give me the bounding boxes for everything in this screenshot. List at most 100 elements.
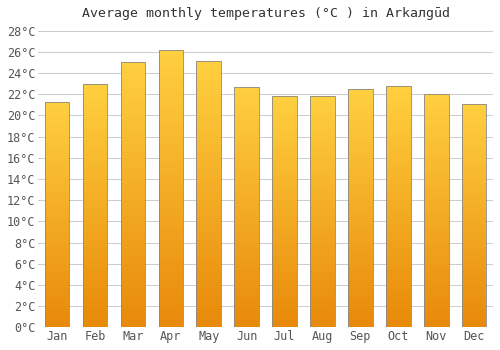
Bar <box>310 166 335 168</box>
Bar <box>310 101 335 103</box>
Bar <box>272 154 297 156</box>
Bar <box>234 318 259 320</box>
Bar <box>310 119 335 122</box>
Bar <box>310 184 335 186</box>
Bar <box>386 322 410 325</box>
Bar <box>272 290 297 293</box>
Bar <box>386 204 410 206</box>
Bar <box>272 267 297 270</box>
Bar <box>120 301 146 303</box>
Bar <box>462 131 486 133</box>
Bar <box>158 186 183 188</box>
Bar <box>462 296 486 298</box>
Bar <box>120 282 146 285</box>
Bar <box>196 194 221 197</box>
Bar <box>348 296 372 299</box>
Bar <box>386 293 410 296</box>
Bar <box>45 156 70 158</box>
Bar <box>120 237 146 240</box>
Bar <box>234 120 259 123</box>
Bar <box>348 125 372 127</box>
Bar <box>45 201 70 203</box>
Bar <box>348 151 372 153</box>
Bar <box>310 138 335 140</box>
Bar <box>462 148 486 150</box>
Bar <box>120 128 146 131</box>
Bar <box>45 108 70 111</box>
Bar <box>83 96 108 98</box>
Bar <box>83 257 108 259</box>
Bar <box>424 243 448 246</box>
Bar <box>424 185 448 187</box>
Bar <box>120 322 146 325</box>
Bar <box>234 253 259 255</box>
Bar <box>158 202 183 205</box>
Bar <box>310 228 335 230</box>
Bar <box>83 284 108 286</box>
Bar <box>272 149 297 152</box>
Bar <box>310 309 335 311</box>
Bar <box>120 78 146 81</box>
Bar <box>272 115 297 117</box>
Bar <box>158 69 183 72</box>
Bar <box>272 186 297 189</box>
Bar <box>120 123 146 126</box>
Bar <box>196 303 221 306</box>
Bar <box>386 187 410 190</box>
Bar <box>45 307 70 309</box>
Bar <box>45 194 70 196</box>
Bar <box>83 310 108 313</box>
Bar <box>45 183 70 185</box>
Bar <box>234 123 259 125</box>
Bar <box>462 278 486 280</box>
Bar <box>386 238 410 240</box>
Bar <box>234 322 259 325</box>
Bar <box>83 157 108 159</box>
Bar <box>158 219 183 222</box>
Bar <box>158 139 183 141</box>
Bar <box>234 291 259 294</box>
Bar <box>272 131 297 133</box>
Bar <box>272 140 297 142</box>
Bar <box>310 163 335 166</box>
Bar <box>234 274 259 277</box>
Bar <box>196 322 221 324</box>
Bar <box>386 226 410 228</box>
Bar <box>462 294 486 296</box>
Bar <box>83 322 108 325</box>
Bar <box>272 216 297 219</box>
Bar <box>424 299 448 302</box>
Bar <box>120 303 146 306</box>
Bar <box>158 197 183 199</box>
Bar <box>272 105 297 108</box>
Bar <box>462 182 486 184</box>
Bar <box>462 209 486 211</box>
Bar <box>83 276 108 279</box>
Bar <box>234 207 259 209</box>
Bar <box>196 104 221 106</box>
Bar <box>424 283 448 285</box>
Bar <box>120 65 146 68</box>
Bar <box>158 324 183 327</box>
Bar <box>158 322 183 324</box>
Bar <box>272 313 297 316</box>
Bar <box>120 274 146 277</box>
Bar <box>196 125 221 128</box>
Bar <box>196 311 221 314</box>
Bar <box>348 122 372 125</box>
Bar <box>348 237 372 239</box>
Bar <box>310 198 335 200</box>
Bar <box>462 166 486 169</box>
Bar <box>83 186 108 188</box>
Bar <box>196 192 221 194</box>
Bar <box>462 218 486 220</box>
Bar <box>272 212 297 214</box>
Bar <box>386 124 410 127</box>
Bar <box>424 313 448 316</box>
Bar <box>310 279 335 281</box>
Bar <box>83 84 108 327</box>
Bar <box>462 184 486 187</box>
Bar <box>424 323 448 325</box>
Bar <box>83 242 108 244</box>
Bar <box>83 239 108 242</box>
